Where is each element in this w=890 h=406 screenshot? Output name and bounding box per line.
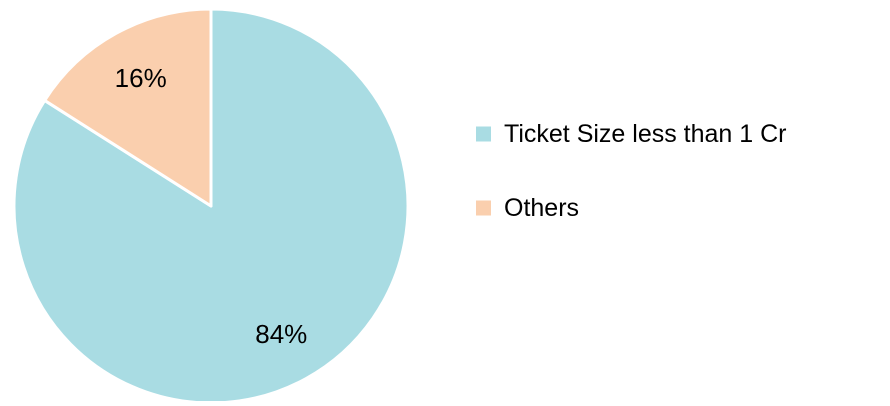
legend-entry-others: Others bbox=[476, 194, 579, 222]
pie-slices bbox=[12, 7, 410, 405]
legend: Ticket Size less than 1 Cr Others bbox=[476, 120, 787, 222]
legend-entry-ticket-size-less-than-1-cr: Ticket Size less than 1 Cr bbox=[476, 120, 787, 148]
legend-swatch-ticket-size-less-than-1-cr bbox=[476, 126, 491, 142]
pie-slice-others bbox=[43, 7, 213, 208]
pie-data-labels: 84% 16% bbox=[115, 63, 308, 349]
data-label-others: 16% bbox=[115, 63, 167, 93]
legend-label-others: Others bbox=[504, 194, 579, 222]
legend-label-ticket-size-less-than-1-cr: Ticket Size less than 1 Cr bbox=[504, 120, 787, 148]
data-label-ticket-size-less-than-1-cr: 84% bbox=[255, 319, 307, 349]
legend-swatch-others bbox=[476, 200, 491, 216]
